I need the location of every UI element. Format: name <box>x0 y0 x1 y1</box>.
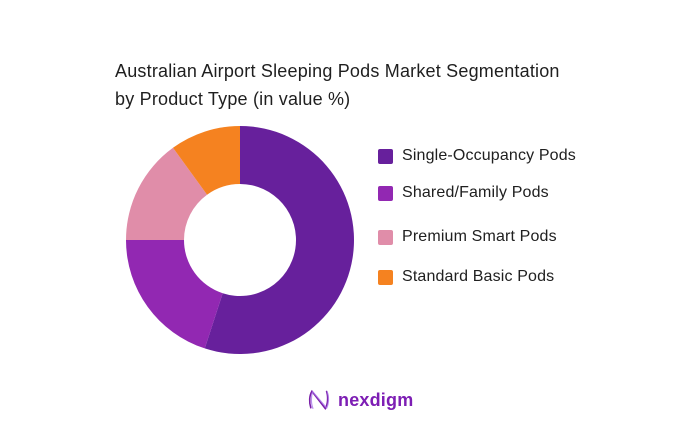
donut-segment <box>204 126 354 354</box>
donut-segment <box>126 240 223 349</box>
legend-item-premium-smart: Premium Smart Pods <box>378 228 557 246</box>
legend-swatch-standard-basic <box>378 269 393 285</box>
donut-segment <box>126 147 208 240</box>
chart-title-line1: Australian Airport Sleeping Pods Market … <box>115 61 560 81</box>
legend-swatch-premium-smart <box>378 229 393 245</box>
legend-label: Shared/Family Pods <box>402 184 549 201</box>
chart-title: Australian Airport Sleeping Pods Market … <box>115 57 560 113</box>
chart-title-line2: by Product Type (in value %) <box>115 89 351 109</box>
legend-label: Standard Basic Pods <box>402 268 555 285</box>
legend-swatch-single-occupancy <box>378 148 393 164</box>
legend-item-standard-basic: Standard Basic Pods <box>378 268 554 286</box>
brand-logo: nexdigm <box>306 387 413 413</box>
brand-logo-text: nexdigm <box>338 389 414 410</box>
legend-label: Single-Occupancy Pods <box>402 147 576 164</box>
legend-swatch-shared-family <box>378 185 393 201</box>
nexdigm-wavy-n-icon <box>308 389 330 411</box>
legend-label: Premium Smart Pods <box>402 228 557 245</box>
donut-chart <box>126 126 354 354</box>
legend-item-shared-family: Shared/Family Pods <box>378 184 549 202</box>
donut-segment <box>172 126 240 195</box>
legend-item-single-occupancy: Single-Occupancy Pods <box>378 147 576 165</box>
